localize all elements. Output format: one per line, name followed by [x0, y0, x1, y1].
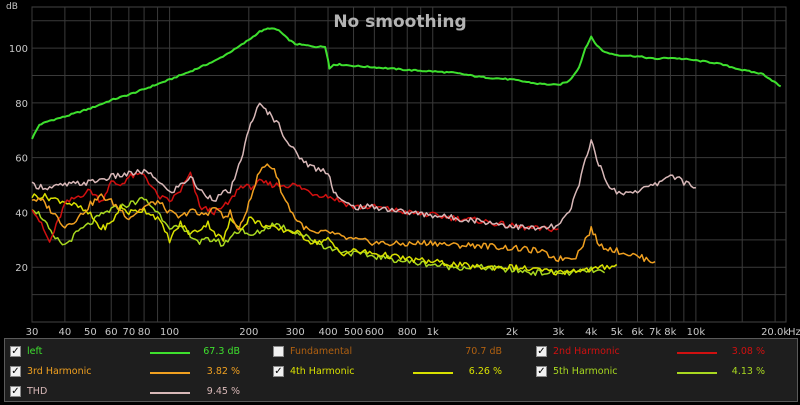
x-tick-label: 100	[160, 327, 179, 336]
y-tick-label: 60	[15, 154, 28, 165]
legend-item-4th-harmonic: ✓ 4th Harmonic 6.26 %	[273, 365, 502, 381]
legend-swatch	[150, 352, 190, 354]
legend-item-fundamental: Fundamental 70.7 dB	[273, 345, 502, 361]
x-tick-label: 7k	[649, 327, 661, 336]
series-layer	[31, 27, 782, 277]
x-tick-label: 2k	[506, 327, 518, 336]
legend-value: 9.45 %	[206, 386, 240, 397]
legend-value: 3.08 %	[731, 346, 765, 357]
series-line-3rd-harmonic	[31, 163, 656, 264]
legend-label: 4th Harmonic	[290, 366, 355, 377]
legend-value: 70.7 dB	[465, 346, 502, 357]
x-tick-label: 5k	[611, 327, 623, 336]
x-tick-label: 60	[105, 327, 118, 336]
legend-checkbox-4th-harmonic[interactable]: ✓	[273, 366, 284, 377]
legend-item-thd: ✓ THD 9.45 %	[10, 385, 240, 401]
series-line-4th-harmonic	[31, 192, 618, 276]
legend-value: 6.26 %	[468, 366, 502, 377]
legend-checkbox-fundamental[interactable]	[273, 346, 284, 357]
x-tick-label: 4k	[585, 327, 597, 336]
legend-item-2nd-harmonic: ✓ 2nd Harmonic 3.08 %	[536, 345, 765, 361]
legend-item-left: ✓ left 67.3 dB	[10, 345, 240, 361]
legend-checkbox-3rd-harmonic[interactable]: ✓	[10, 366, 21, 377]
legend-panel: ✓ left 67.3 dB Fundamental 70.7 dB ✓ 2nd Harmo…	[4, 338, 798, 402]
y-tick-label: 100	[9, 44, 28, 55]
legend-checkbox-5th-harmonic[interactable]: ✓	[536, 366, 547, 377]
x-tick-label: 400	[318, 327, 337, 336]
x-tick-label: 6k	[631, 327, 643, 336]
x-tick-label: 500	[344, 327, 363, 336]
x-tick-label: 20.0k	[761, 327, 789, 336]
legend-label: 3rd Harmonic	[27, 366, 92, 377]
legend-value: 3.82 %	[206, 366, 240, 377]
y-tick-label: 40	[15, 208, 28, 219]
x-tick-label: 800	[398, 327, 417, 336]
x-axis-unit: Hz	[788, 327, 800, 336]
x-tick-label: 600	[365, 327, 384, 336]
grid-lines	[31, 6, 787, 323]
x-tick-label: 8k	[664, 327, 676, 336]
y-axis-unit: dB	[6, 2, 18, 12]
legend-checkbox-2nd-harmonic[interactable]: ✓	[536, 346, 547, 357]
legend-swatch	[413, 372, 453, 374]
legend-label: left	[27, 346, 43, 357]
legend-label: 2nd Harmonic	[553, 346, 620, 357]
legend-value: 67.3 dB	[203, 346, 240, 357]
legend-checkbox-thd[interactable]: ✓	[10, 386, 21, 397]
legend-swatch	[677, 352, 717, 354]
x-tick-label: 70	[122, 327, 135, 336]
x-tick-label: 10k	[687, 327, 706, 336]
legend-swatch	[150, 392, 190, 394]
x-tick-label: 1k	[427, 327, 439, 336]
legend-swatch	[150, 372, 190, 374]
x-tick-label: 30	[26, 327, 39, 336]
legend-label: Fundamental	[290, 346, 353, 357]
x-tick-label: 50	[84, 327, 97, 336]
legend-item-3rd-harmonic: ✓ 3rd Harmonic 3.82 %	[10, 365, 240, 381]
legend-label: 5th Harmonic	[553, 366, 618, 377]
legend-label: THD	[27, 386, 48, 397]
chart-title: No smoothing	[333, 12, 466, 32]
x-tick-label: 40	[59, 327, 72, 336]
legend-swatch	[677, 372, 717, 374]
x-tick-label: 80	[138, 327, 151, 336]
x-tick-label: 200	[239, 327, 258, 336]
x-tick-label: 300	[286, 327, 305, 336]
legend-item-5th-harmonic: ✓ 5th Harmonic 4.13 %	[536, 365, 765, 381]
y-tick-label: 80	[15, 99, 28, 110]
y-tick-label: 20	[15, 263, 28, 274]
x-tick-label: 3k	[552, 327, 564, 336]
legend-checkbox-left[interactable]: ✓	[10, 346, 21, 357]
legend-value: 4.13 %	[731, 366, 765, 377]
series-line-thd	[31, 102, 696, 231]
chart-background	[0, 0, 800, 336]
series-line-left	[31, 27, 782, 140]
